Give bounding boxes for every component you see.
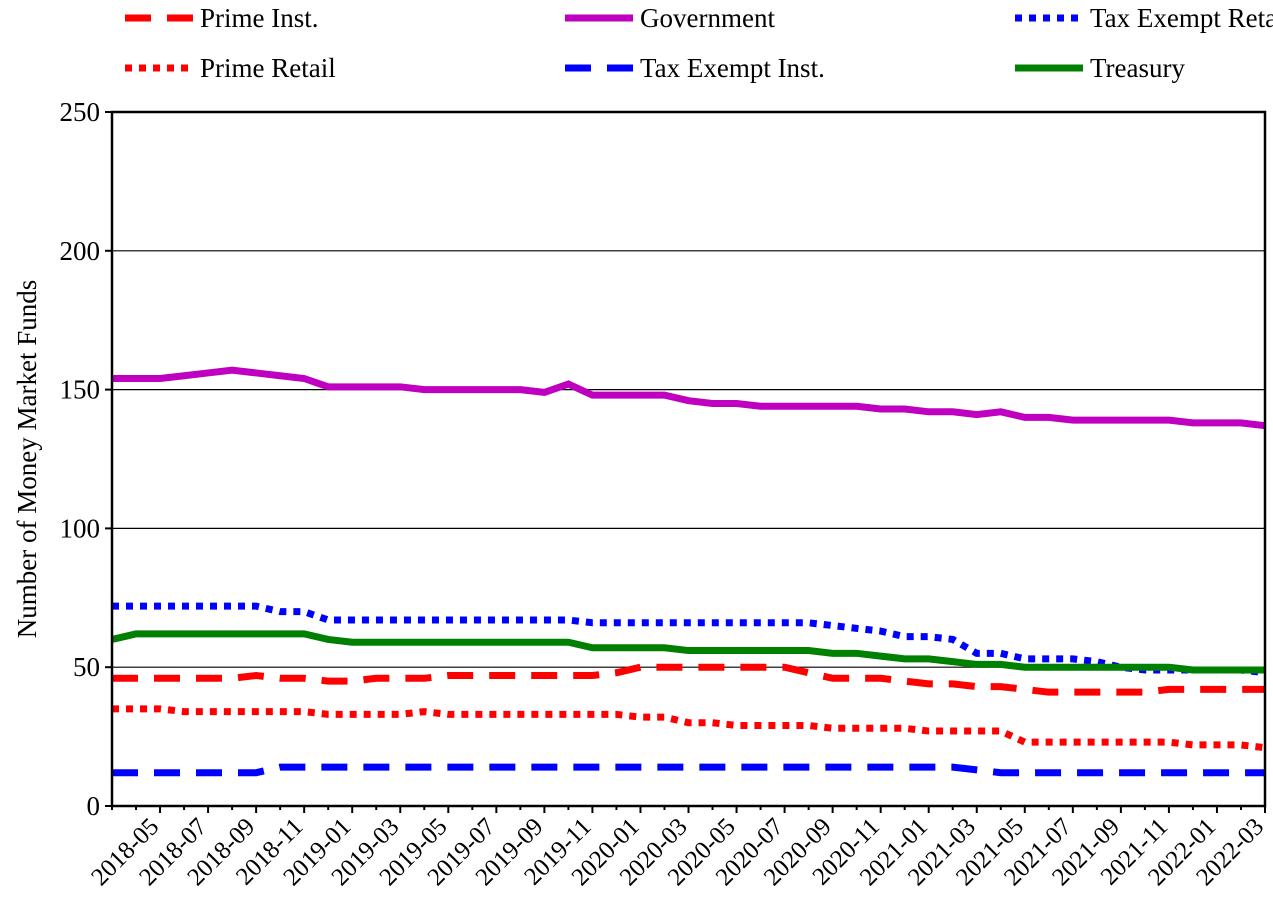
y-tick-label: 100 bbox=[60, 513, 101, 543]
y-tick-label: 200 bbox=[60, 236, 101, 266]
series-line bbox=[111, 630, 1265, 674]
legend-label: Government bbox=[640, 3, 775, 33]
series-line bbox=[112, 602, 1266, 677]
series-line bbox=[112, 705, 1266, 752]
y-tick-label: 0 bbox=[87, 791, 101, 821]
series-line bbox=[112, 663, 1265, 696]
series-line bbox=[112, 763, 1265, 777]
y-tick-label: 250 bbox=[60, 97, 101, 127]
legend-label: Tax Exempt Inst. bbox=[640, 53, 825, 83]
series-line bbox=[112, 366, 1266, 430]
y-tick-label: 150 bbox=[60, 375, 101, 405]
y-tick-label: 50 bbox=[73, 652, 100, 682]
legend-label: Treasury bbox=[1090, 53, 1186, 83]
plot-frame bbox=[110, 110, 1267, 808]
legend-label: Prime Inst. bbox=[200, 3, 319, 33]
legend-label: Tax Exempt Retail bbox=[1090, 3, 1273, 33]
legend-label: Prime Retail bbox=[200, 53, 336, 83]
y-axis-label: Number of Money Market Funds bbox=[12, 280, 42, 638]
